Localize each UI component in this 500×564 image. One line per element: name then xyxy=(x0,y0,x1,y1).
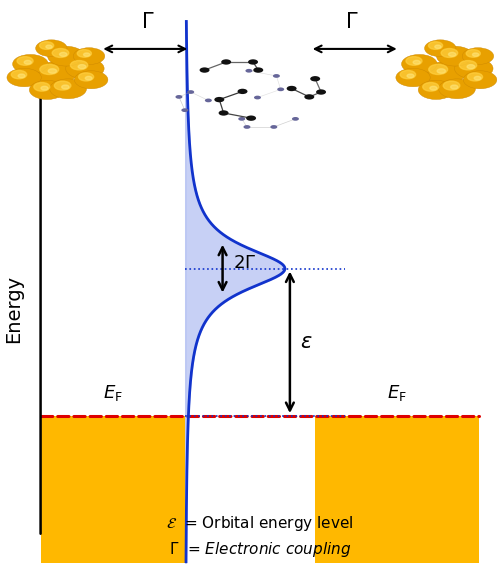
Circle shape xyxy=(246,69,252,73)
Circle shape xyxy=(74,48,105,65)
Circle shape xyxy=(273,74,280,78)
Circle shape xyxy=(176,95,182,99)
Circle shape xyxy=(62,85,69,89)
Circle shape xyxy=(205,99,212,102)
Circle shape xyxy=(424,62,466,84)
Circle shape xyxy=(30,80,65,99)
Circle shape xyxy=(464,70,497,89)
Circle shape xyxy=(418,80,454,99)
Circle shape xyxy=(400,70,415,79)
Circle shape xyxy=(187,90,194,94)
Circle shape xyxy=(238,89,248,94)
Bar xyxy=(40,416,185,563)
Circle shape xyxy=(286,86,296,91)
Circle shape xyxy=(466,50,480,58)
Circle shape xyxy=(24,60,32,64)
Circle shape xyxy=(12,55,48,73)
Circle shape xyxy=(436,46,474,66)
Circle shape xyxy=(292,117,299,121)
Circle shape xyxy=(472,53,479,56)
Circle shape xyxy=(429,64,448,74)
Circle shape xyxy=(182,108,188,112)
Circle shape xyxy=(34,62,76,84)
Text: $\mathit{\Gamma}$  = Electronic coupling: $\mathit{\Gamma}$ = Electronic coupling xyxy=(168,540,351,559)
Circle shape xyxy=(54,81,71,90)
Circle shape xyxy=(246,116,256,121)
Text: $\mathit{E}_{\rm F}$: $\mathit{E}_{\rm F}$ xyxy=(103,382,123,403)
Circle shape xyxy=(41,86,48,90)
Circle shape xyxy=(462,48,494,65)
Circle shape xyxy=(17,56,33,65)
Circle shape xyxy=(413,60,420,64)
Text: $2\mathit{\Gamma}$: $2\mathit{\Gamma}$ xyxy=(232,254,256,272)
Text: $\mathit{\varepsilon}$: $\mathit{\varepsilon}$ xyxy=(300,332,312,352)
Circle shape xyxy=(48,46,84,66)
Circle shape xyxy=(448,52,456,56)
Circle shape xyxy=(40,42,54,50)
Circle shape xyxy=(78,50,92,58)
Circle shape xyxy=(407,74,414,78)
Circle shape xyxy=(66,58,104,79)
Circle shape xyxy=(396,68,430,87)
Circle shape xyxy=(406,56,422,65)
Circle shape xyxy=(34,82,50,91)
Circle shape xyxy=(435,45,441,49)
Circle shape xyxy=(254,67,263,73)
Circle shape xyxy=(48,69,56,73)
Circle shape xyxy=(310,76,320,81)
Circle shape xyxy=(221,59,231,65)
Circle shape xyxy=(218,111,228,116)
Circle shape xyxy=(70,60,88,70)
Circle shape xyxy=(454,58,493,79)
Circle shape xyxy=(78,65,86,69)
Circle shape xyxy=(74,70,108,89)
Circle shape xyxy=(12,70,26,79)
Circle shape xyxy=(78,73,94,81)
Circle shape xyxy=(244,125,250,129)
Circle shape xyxy=(438,79,476,99)
Circle shape xyxy=(36,40,67,57)
Circle shape xyxy=(450,85,458,89)
Text: $\mathit{E}_{\rm F}$: $\mathit{E}_{\rm F}$ xyxy=(387,382,407,403)
Circle shape xyxy=(60,52,67,56)
Bar xyxy=(315,416,480,563)
Circle shape xyxy=(467,65,474,69)
Circle shape xyxy=(214,97,224,102)
Circle shape xyxy=(7,68,42,87)
Circle shape xyxy=(430,86,437,90)
Circle shape xyxy=(316,89,326,95)
Circle shape xyxy=(428,42,442,50)
Circle shape xyxy=(200,67,209,73)
Circle shape xyxy=(468,73,482,81)
Circle shape xyxy=(238,117,245,121)
Text: $\mathit{\Gamma}$: $\mathit{\Gamma}$ xyxy=(141,12,154,32)
Text: $\mathit{\Gamma}$: $\mathit{\Gamma}$ xyxy=(346,12,359,32)
Circle shape xyxy=(52,49,69,58)
Circle shape xyxy=(304,94,314,100)
Circle shape xyxy=(402,55,437,73)
Circle shape xyxy=(443,81,460,90)
Text: Energy: Energy xyxy=(4,275,22,343)
Circle shape xyxy=(86,76,92,80)
Circle shape xyxy=(441,49,458,58)
Circle shape xyxy=(46,45,52,49)
Circle shape xyxy=(248,59,258,65)
Circle shape xyxy=(277,87,284,91)
Circle shape xyxy=(474,76,481,80)
Circle shape xyxy=(424,40,456,57)
Circle shape xyxy=(254,96,261,99)
Circle shape xyxy=(270,125,278,129)
Circle shape xyxy=(460,60,476,70)
Circle shape xyxy=(50,79,86,99)
Circle shape xyxy=(40,64,58,74)
Circle shape xyxy=(18,74,25,78)
Circle shape xyxy=(437,69,446,73)
Text: $\mathcal{E}$  = Orbital energy level: $\mathcal{E}$ = Orbital energy level xyxy=(166,514,354,532)
Circle shape xyxy=(84,53,90,56)
Circle shape xyxy=(422,82,439,91)
